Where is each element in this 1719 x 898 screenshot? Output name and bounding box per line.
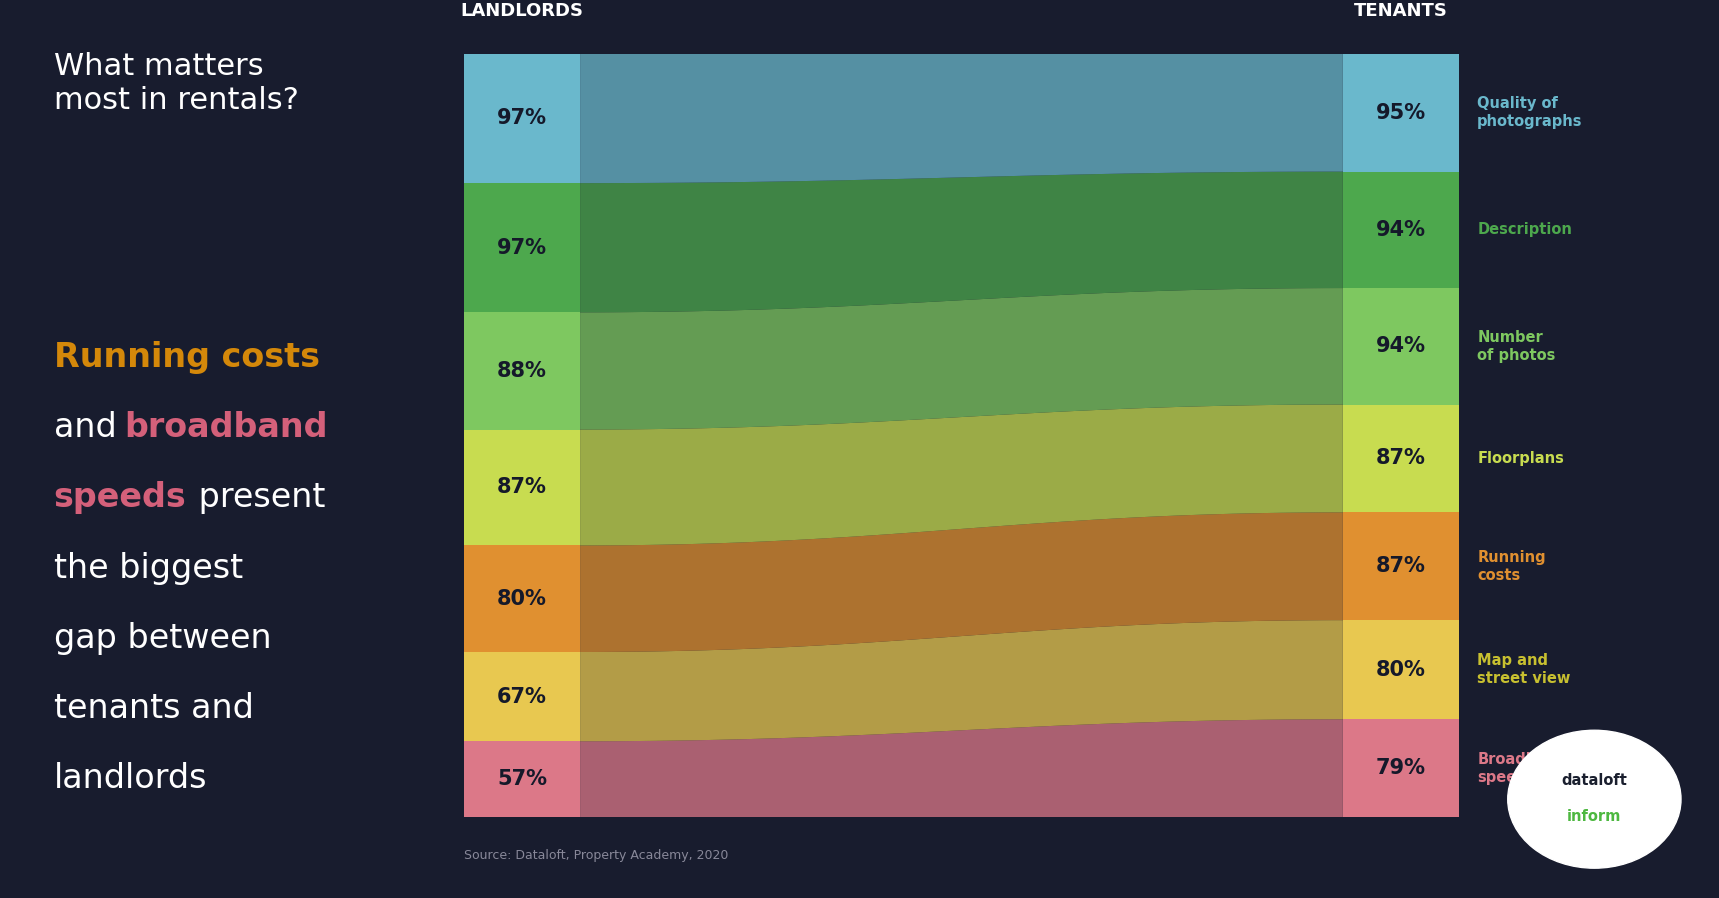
Polygon shape <box>579 405 1343 545</box>
Text: 95%: 95% <box>1375 102 1427 123</box>
Text: Number
of photos: Number of photos <box>1477 330 1556 363</box>
Text: inform: inform <box>1568 809 1621 824</box>
FancyBboxPatch shape <box>1343 172 1459 288</box>
Text: 94%: 94% <box>1375 220 1425 240</box>
Polygon shape <box>579 54 1343 183</box>
FancyBboxPatch shape <box>1343 405 1459 513</box>
Text: tenants and: tenants and <box>53 692 253 725</box>
Text: Description: Description <box>1477 223 1571 237</box>
Text: 67%: 67% <box>497 687 547 707</box>
FancyBboxPatch shape <box>464 545 579 652</box>
Text: LANDLORDS: LANDLORDS <box>461 2 584 20</box>
Polygon shape <box>579 719 1343 817</box>
FancyBboxPatch shape <box>1343 621 1459 719</box>
Text: 97%: 97% <box>497 109 547 128</box>
Polygon shape <box>579 288 1343 429</box>
Text: 94%: 94% <box>1375 337 1425 357</box>
Text: Floorplans: Floorplans <box>1477 451 1564 466</box>
Text: What matters
most in rentals?: What matters most in rentals? <box>53 52 299 116</box>
FancyBboxPatch shape <box>464 429 579 545</box>
Text: and: and <box>53 411 127 445</box>
FancyBboxPatch shape <box>1343 513 1459 621</box>
Text: Source: Dataloft, Property Academy, 2020: Source: Dataloft, Property Academy, 2020 <box>464 849 729 861</box>
Polygon shape <box>579 621 1343 741</box>
Text: Running
costs: Running costs <box>1477 550 1545 583</box>
Text: 57%: 57% <box>497 770 547 789</box>
Polygon shape <box>579 172 1343 313</box>
Text: 79%: 79% <box>1375 758 1425 779</box>
Text: TENANTS: TENANTS <box>1355 2 1447 20</box>
Text: broadband: broadband <box>124 411 328 445</box>
Text: Running costs: Running costs <box>53 341 320 374</box>
Text: 97%: 97% <box>497 238 547 258</box>
FancyBboxPatch shape <box>464 741 579 817</box>
Text: 87%: 87% <box>1375 556 1425 577</box>
Text: dataloft: dataloft <box>1561 773 1628 788</box>
Text: Quality of
photographs: Quality of photographs <box>1477 96 1583 129</box>
Text: gap between: gap between <box>53 621 272 655</box>
FancyBboxPatch shape <box>464 313 579 429</box>
FancyBboxPatch shape <box>1343 288 1459 405</box>
Circle shape <box>1508 730 1681 868</box>
Polygon shape <box>579 513 1343 652</box>
FancyBboxPatch shape <box>464 54 579 183</box>
FancyBboxPatch shape <box>464 652 579 741</box>
Text: 80%: 80% <box>1375 660 1425 680</box>
FancyBboxPatch shape <box>464 183 579 313</box>
Text: 88%: 88% <box>497 361 547 381</box>
FancyBboxPatch shape <box>1343 54 1459 172</box>
Text: present: present <box>187 481 325 515</box>
Text: Broadband
speed: Broadband speed <box>1477 752 1568 785</box>
FancyBboxPatch shape <box>1343 719 1459 817</box>
Text: 80%: 80% <box>497 589 547 609</box>
Text: speeds: speeds <box>53 481 186 515</box>
Text: 87%: 87% <box>497 478 547 497</box>
Text: Map and
street view: Map and street view <box>1477 653 1571 686</box>
Text: landlords: landlords <box>53 762 206 796</box>
Text: the biggest: the biggest <box>53 551 242 585</box>
Text: 87%: 87% <box>1375 448 1425 469</box>
